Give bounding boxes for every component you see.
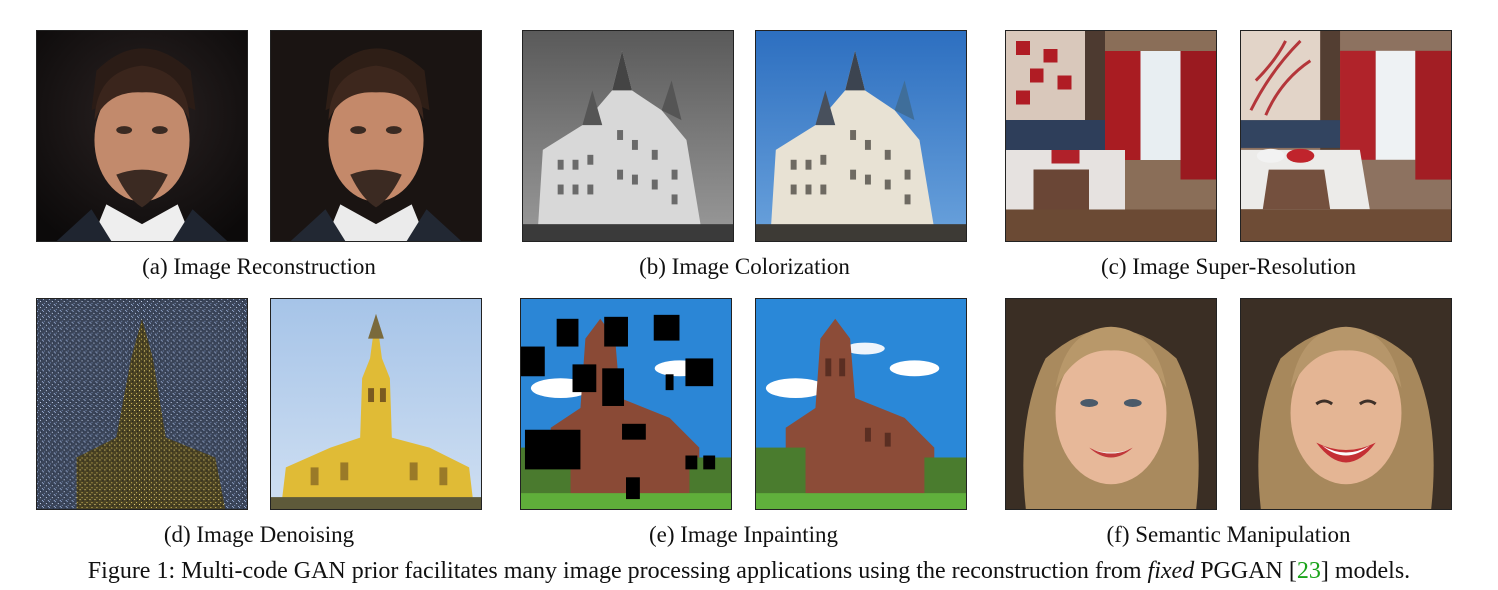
cathedral-masked-icon <box>520 298 732 510</box>
citation-link[interactable]: 23 <box>1296 558 1321 584</box>
subfigure-caption-b: (b) Image Colorization <box>639 254 850 279</box>
figure-caption-suffix: ] models. <box>1320 558 1411 584</box>
subfigure-caption-a: (a) Image Reconstruction <box>142 254 376 279</box>
figure-caption-middle: PGGAN [ <box>1194 558 1297 584</box>
church-noisy-icon <box>36 298 248 510</box>
church-clean-icon <box>270 298 482 510</box>
castle-grayscale-icon <box>522 30 734 242</box>
portrait-man-input-icon <box>36 30 248 242</box>
cathedral-inpainted-icon <box>755 298 967 510</box>
subfigure-caption-d: (d) Image Denoising <box>163 522 355 547</box>
figure-caption-prefix: Figure 1: Multi-code GAN prior facilitat… <box>87 558 1148 584</box>
bedroom-highres-icon <box>1240 30 1452 242</box>
subfigure-caption-f: (f) Semantic Manipulation <box>1106 522 1351 547</box>
woman-face-smile-icon <box>1240 298 1452 510</box>
subfigure-caption-c: (c) Image Super-Resolution <box>1100 254 1357 279</box>
bedroom-lowres-icon <box>1005 30 1217 242</box>
portrait-man-reconstructed-icon <box>270 30 482 242</box>
figure-caption: Figure 1: Multi-code GAN prior facilitat… <box>0 557 1498 585</box>
subfigure-caption-e: (e) Image Inpainting <box>648 522 839 547</box>
castle-color-icon <box>755 30 967 242</box>
woman-face-original-icon <box>1005 298 1217 510</box>
figure-caption-emphasis: fixed <box>1147 558 1195 584</box>
